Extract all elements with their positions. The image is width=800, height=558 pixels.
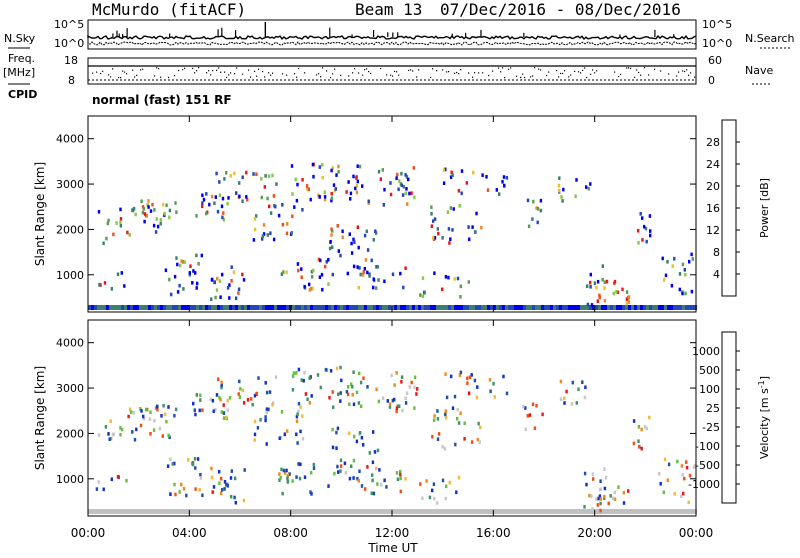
colorbar-tick-label: 20 [706,180,720,193]
colorbar-tick-label: 4 [713,268,720,281]
y-tick-label: 2000 [56,223,84,236]
nsearch-label: N.Search [745,32,795,45]
freq-tick-high: 18 [64,54,78,67]
power-panel: 1000 2000 3000 4000 Slant Range [km] [33,115,697,313]
y-tick-label: 4000 [56,337,84,350]
colorbar-tick-label: -1000 [688,478,720,491]
colorbar-label: Power [dB] [758,178,771,238]
nave-tick-high: 60 [708,54,722,67]
colorbar-tick-label: 12 [706,224,720,237]
colorbar-tick-label: 16 [706,202,720,215]
cpid-label: CPID [8,88,37,101]
nsky-tick-low: 10^0 [54,37,84,50]
y-tick-label: 2000 [56,427,84,440]
x-tick-label: 08:00 [273,526,308,540]
velocity-colorbar: -1000 -500 -100 -25 25 100 500 1000 Velocity [m … [688,331,772,504]
velocity-panel: 1000 2000 3000 4000 Slant Range [km] [33,319,697,517]
freq-unit-label: [MHz] [3,66,35,79]
y-axis-label: Slant Range [km] [33,162,47,266]
colorbar-label: Velocity [m s-1] [757,376,772,459]
y-tick-label: 3000 [56,382,84,395]
y-axis-label: Slant Range [km] [33,366,47,470]
colorbar-tick-label: -500 [695,459,720,472]
x-tick-label: 00:00 [679,526,714,540]
x-tick-label: 12:00 [375,526,410,540]
colorbar-tick-label: 24 [706,158,720,171]
date-range: 07/Dec/2016 - 08/Dec/2016 [440,0,681,19]
x-tick-label: 04:00 [172,526,207,540]
echo-cells [88,365,697,514]
nave-label: Nave [745,64,773,77]
nsky-panel: N.Sky 10^5 10^0 10^5 10^0 N.Search [4,18,795,50]
beam-label: Beam 13 [355,0,422,19]
power-colorbar: 4 8 12 16 20 24 28 Power [dB] [706,119,771,297]
cpid-text: normal (fast) 151 RF [92,93,232,107]
nsearch-tick-high: 10^5 [702,18,732,31]
colorbar-tick-label: 28 [706,136,720,149]
nsky-trace [87,34,697,41]
x-tick-label: 00:00 [71,526,106,540]
y-tick-label: 1000 [56,473,84,486]
colorbar-tick-label: 100 [699,383,720,396]
freq-panel: Freq. [MHz] 18 8 60 0 Nave CPID normal (… [3,52,773,107]
colorbar-tick-label: 8 [713,246,720,259]
echo-cells [88,162,697,310]
x-axis-label: Time UT [367,541,418,554]
y-tick-label: 1000 [56,269,84,282]
colorbar-tick-label: 500 [699,364,720,377]
time-axis: 00:00 04:00 08:00 12:00 16:00 20:00 00:00 [71,526,714,540]
colorbar-tick-label: -100 [695,440,720,453]
nave-tick-low: 0 [708,74,715,87]
nsearch-tick-low: 10^0 [702,37,732,50]
colorbar-tick-label: -25 [702,421,720,434]
colorbar-tick-label: 25 [706,402,720,415]
nsky-tick-high: 10^5 [54,18,84,31]
y-tick-label: 4000 [56,133,84,146]
x-tick-label: 20:00 [577,526,612,540]
x-tick-label: 16:00 [476,526,511,540]
freq-tick-low: 8 [68,74,75,87]
freq-label: Freq. [8,52,35,65]
station-title: McMurdo (fitACF) [92,0,246,19]
nsearch-trace [87,41,697,46]
colorbar-tick-label: 1000 [692,345,720,358]
y-tick-label: 3000 [56,178,84,191]
nsky-label: N.Sky [4,32,36,45]
